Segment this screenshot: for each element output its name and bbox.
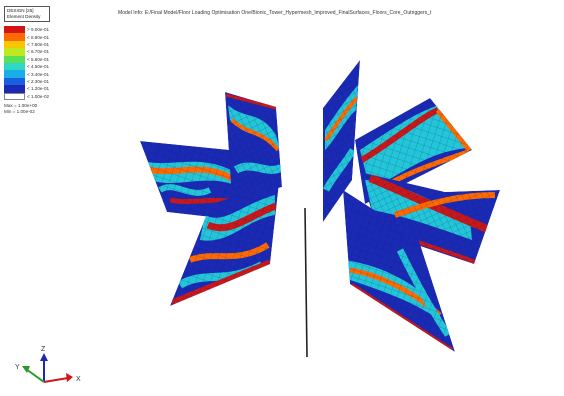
density-panel-right-back xyxy=(355,98,472,204)
density-panel-front-right xyxy=(343,190,455,352)
axis-x-label: X xyxy=(76,376,81,383)
legend-label: < 1.20e-01 xyxy=(27,86,50,92)
density-panel-upper-left xyxy=(225,92,282,200)
legend-swatch xyxy=(4,40,25,49)
core-element xyxy=(304,207,308,358)
legend-row: < 1.00e-02 xyxy=(4,92,70,100)
legend-swatch xyxy=(4,26,25,34)
legend-label: < 8.90e-01 xyxy=(27,34,50,40)
legend-label: < 5.60e-01 xyxy=(27,56,50,62)
legend-row: > 9.00e-01 xyxy=(4,26,70,34)
legend-label: > 9.00e-01 xyxy=(27,27,50,33)
legend-swatch xyxy=(4,77,25,86)
coordinate-triad: Z Y X xyxy=(15,346,81,383)
legend-label: < 3.40e-01 xyxy=(27,71,50,77)
legend-swatch xyxy=(4,55,25,63)
density-panel-upper-right xyxy=(323,60,360,222)
legend-header: DESIGN [25] Element Density xyxy=(4,6,50,22)
legend-swatch xyxy=(4,33,25,41)
legend-swatch xyxy=(4,48,25,56)
legend-label: < 6.70e-01 xyxy=(27,49,50,55)
legend-row: < 8.90e-01 xyxy=(4,33,70,41)
legend-swatch xyxy=(4,85,25,93)
density-panel-front-left xyxy=(170,183,279,306)
legend-max: Max = 1.00e+00 xyxy=(4,102,38,108)
axis-y-label: Y xyxy=(15,364,20,371)
legend-row: < 6.70e-01 xyxy=(4,48,70,56)
legend-rows: > 9.00e-01 < 8.90e-01 < 7.80e-01 < 6.70e-01… xyxy=(4,26,70,100)
legend-label: < 1.00e-02 xyxy=(27,93,50,99)
legend-row: < 5.60e-01 xyxy=(4,55,70,63)
legend-label: < 4.50e-01 xyxy=(27,64,50,70)
legend-label: < 2.30e-01 xyxy=(27,78,50,84)
legend-row: < 4.50e-01 xyxy=(4,62,70,71)
legend-swatch xyxy=(4,92,25,100)
legend-row: < 2.30e-01 xyxy=(4,77,70,86)
legend-label: < 7.80e-01 xyxy=(27,41,50,47)
legend-row: < 1.20e-01 xyxy=(4,85,70,93)
legend-min: Min = 1.00e-02 xyxy=(4,108,35,114)
density-panel-right-front xyxy=(360,172,500,264)
legend-swatch xyxy=(4,70,25,78)
axis-z-label: Z xyxy=(41,346,46,353)
legend-swatch xyxy=(4,62,25,71)
legend-stats: Max = 1.00e+00 Min = 1.00e-02 xyxy=(4,103,70,115)
legend-row: < 7.80e-01 xyxy=(4,40,70,49)
legend-subtitle: Element Density xyxy=(7,14,41,19)
legend-title: DESIGN [25] xyxy=(7,8,34,13)
model-info-text: Model Info: E:/Final Model/Floor Loading… xyxy=(118,10,432,16)
legend-row: < 3.40e-01 xyxy=(4,70,70,78)
contour-legend: DESIGN [25] Element Density > 9.00e-01 < … xyxy=(4,6,70,115)
